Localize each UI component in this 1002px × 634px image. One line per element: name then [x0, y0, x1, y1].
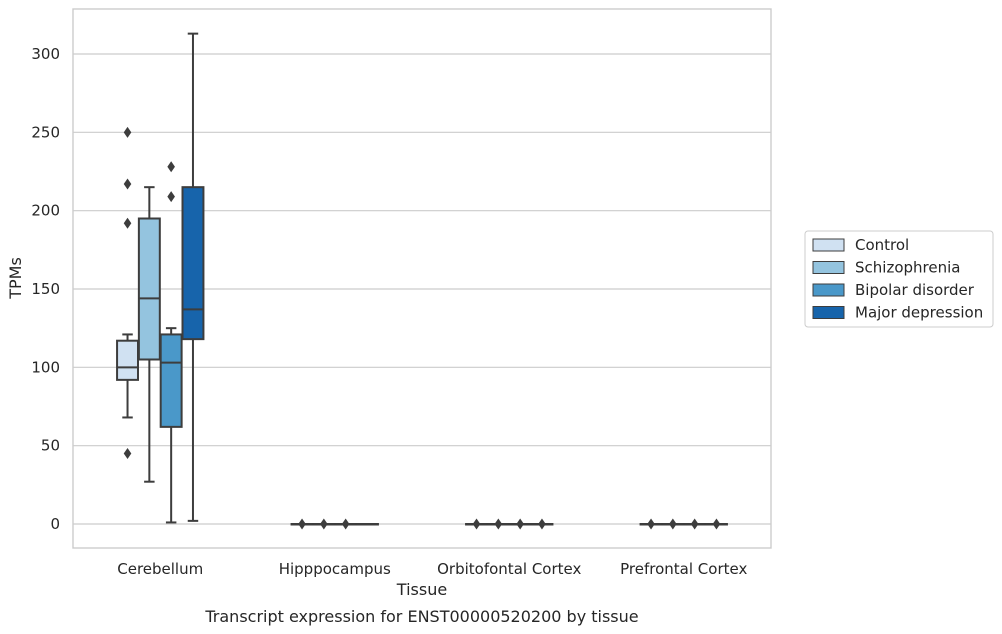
x-tick-label: Cerebellum: [117, 560, 203, 578]
box-group: [290, 518, 314, 530]
box: [116, 339, 140, 381]
x-tick-labels: Cerebellum Hipppocampus Orbitofontal Corte…: [117, 560, 747, 578]
y-tick-label: 50: [41, 437, 60, 455]
box: [137, 217, 161, 361]
outlier-point: [538, 518, 546, 530]
box-group: [508, 518, 532, 530]
outlier-point: [647, 518, 655, 530]
outlier-point: [472, 518, 481, 530]
y-axis-label: TPMs: [6, 257, 25, 300]
legend-swatch: [812, 238, 845, 252]
y-tick-label: 0: [50, 515, 60, 533]
x-axis-label: Tissue: [396, 580, 447, 599]
box-group: [181, 32, 205, 522]
outlier-point: [167, 191, 175, 203]
box: [159, 333, 183, 428]
y-tick-labels: 0 50 100 150 200 250 300: [31, 45, 60, 533]
outlier-point: [123, 217, 132, 229]
legend-label: Control: [855, 236, 909, 254]
plot-frame: [72, 8, 772, 549]
outlier-point: [123, 126, 132, 138]
box-group: [137, 186, 161, 483]
outlier-point: [298, 518, 306, 530]
y-tick-label: 100: [31, 358, 60, 376]
y-tick-label: 150: [31, 280, 60, 298]
legend-swatch: [812, 283, 845, 297]
plot-area: [73, 9, 771, 548]
legend-label: Bipolar disorder: [855, 281, 975, 299]
box-group: [159, 161, 183, 524]
outlier-point: [123, 178, 132, 190]
box-group: [312, 518, 336, 530]
outlier-point: [690, 518, 699, 530]
legend-swatch: [812, 261, 845, 274]
box: [181, 186, 205, 341]
outlier-point: [320, 518, 328, 530]
outlier-point: [123, 448, 132, 459]
outlier-point: [341, 518, 350, 530]
box-series: [116, 32, 728, 530]
outlier-point: [669, 518, 677, 530]
legend-swatch: [812, 306, 845, 319]
box-group: [465, 518, 489, 530]
box-group: [704, 518, 728, 530]
box-group: [116, 126, 140, 459]
outlier-point: [712, 518, 721, 530]
chart-caption: Transcript expression for ENST0000052020…: [204, 607, 638, 626]
outlier-point: [167, 161, 175, 173]
legend-label: Schizophrenia: [855, 259, 960, 277]
x-tick-label: Prefrontal Cortex: [620, 560, 747, 578]
box-group: [486, 518, 510, 530]
legend-frame: [804, 230, 994, 328]
y-tick-label: 250: [31, 123, 60, 141]
box-group: [683, 518, 707, 530]
outlier-point: [494, 518, 503, 530]
legend: Control Schizophrenia Bipolar disorder Majo…: [804, 230, 994, 328]
box-group: [530, 518, 554, 530]
y-tick-label: 200: [31, 202, 60, 220]
y-tick-label: 300: [31, 45, 60, 63]
x-tick-label: Hipppocampus: [279, 560, 391, 578]
x-tick-label: Orbitofontal Cortex: [437, 560, 581, 578]
outlier-point: [516, 518, 524, 530]
box-group: [355, 523, 379, 526]
legend-label: Major depression: [855, 304, 983, 322]
